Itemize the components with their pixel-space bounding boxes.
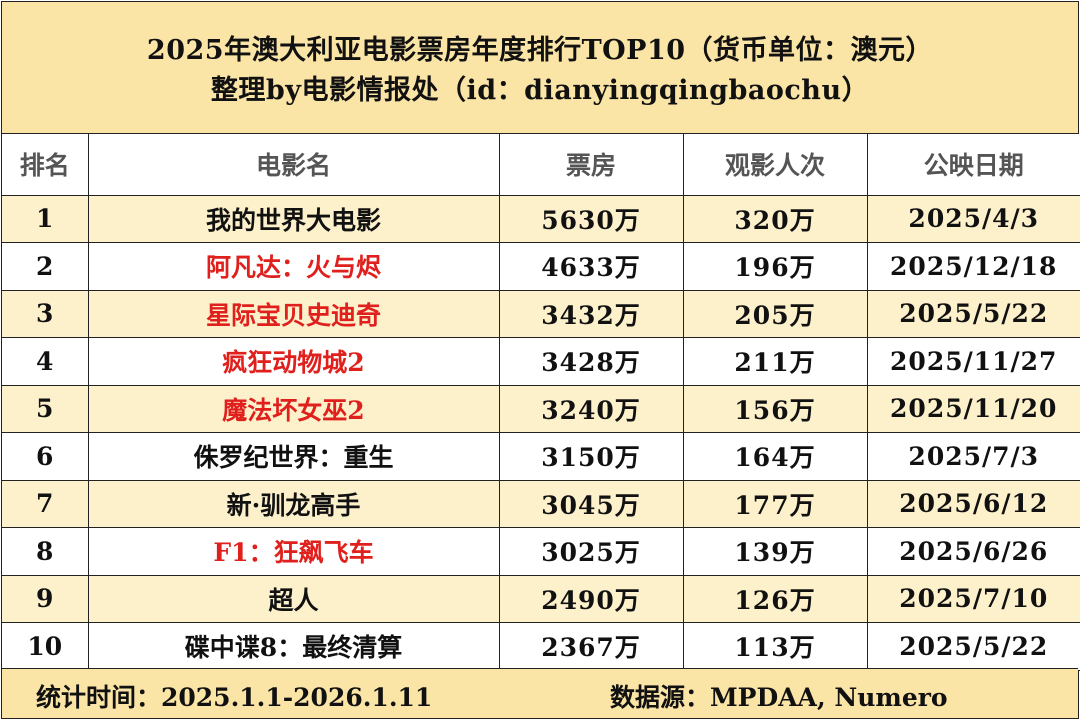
box-office-cell: 3432万 <box>498 289 684 338</box>
table-row: 8 F1：狂飙飞车 3025万 139万 2025/6/26 <box>2 527 1080 576</box>
table-row: 7 新·驯龙高手 3045万 177万 2025/6/12 <box>2 479 1080 528</box>
box-office-cell: 3045万 <box>498 479 684 528</box>
rank-cell: 7 <box>2 479 89 528</box>
release-date-cell: 2025/7/3 <box>866 432 1080 481</box>
title-cell: 侏罗纪世界：重生 <box>87 432 500 481</box>
title-cell: 新·驯龙高手 <box>87 479 500 528</box>
rank-cell: 2 <box>2 242 89 291</box>
admissions-cell: 211万 <box>682 337 868 386</box>
rank-cell: 4 <box>2 337 89 386</box>
admissions-cell: 164万 <box>682 432 868 481</box>
release-date-cell: 2025/7/10 <box>866 574 1080 623</box>
title-cell: 我的世界大电影 <box>87 194 500 243</box>
release-date-cell: 2025/5/22 <box>866 289 1080 338</box>
release-date-cell: 2025/6/26 <box>866 527 1080 576</box>
box-office-cell: 4633万 <box>498 242 684 291</box>
rank-cell: 1 <box>2 194 89 243</box>
admissions-cell: 126万 <box>682 574 868 623</box>
title-block: 2025年澳大利亚电影票房年度排行TOP10（货币单位：澳元） 整理by电影情报… <box>2 2 1078 134</box>
admissions-cell: 205万 <box>682 289 868 338</box>
header-box-office: 票房 <box>498 134 684 196</box>
table-header-row: 排名 电影名 票房 观影人次 公映日期 <box>2 134 1080 196</box>
title-cell: 碟中谍8：最终清算 <box>87 622 500 671</box>
box-office-cell: 2490万 <box>498 574 684 623</box>
release-date-cell: 2025/6/12 <box>866 479 1080 528</box>
box-office-cell: 2367万 <box>498 622 684 671</box>
title-cell: 星际宝贝史迪奇 <box>87 289 500 338</box>
box-office-cell: 3428万 <box>498 337 684 386</box>
rank-cell: 10 <box>2 622 89 671</box>
table-row: 4 疯狂动物城2 3428万 211万 2025/11/27 <box>2 337 1080 386</box>
table-row: 5 魔法坏女巫2 3240万 156万 2025/11/20 <box>2 384 1080 433</box>
page-subtitle: 整理by电影情报处（id：dianyingqingbaochu） <box>210 74 870 106</box>
stat-period: 统计时间：2025.1.1-2026.1.11 <box>36 683 433 712</box>
release-date-cell: 2025/11/20 <box>866 384 1080 433</box>
table-row: 9 超人 2490万 126万 2025/7/10 <box>2 574 1080 623</box>
admissions-cell: 320万 <box>682 194 868 243</box>
release-date-cell: 2025/5/22 <box>866 622 1080 671</box>
title-cell: F1：狂飙飞车 <box>87 527 500 576</box>
header-rank: 排名 <box>2 134 89 196</box>
title-cell: 阿凡达：火与烬 <box>87 242 500 291</box>
box-office-cell: 5630万 <box>498 194 684 243</box>
table-row: 6 侏罗纪世界：重生 3150万 164万 2025/7/3 <box>2 432 1080 481</box>
rank-cell: 5 <box>2 384 89 433</box>
header-title: 电影名 <box>87 134 500 196</box>
ranking-table: 排名 电影名 票房 观影人次 公映日期 1 我的世界大电影 5630万 320万 202… <box>2 134 1080 671</box>
page-title: 2025年澳大利亚电影票房年度排行TOP10（货币单位：澳元） <box>146 34 934 66</box>
table-row: 3 星际宝贝史迪奇 3432万 205万 2025/5/22 <box>2 289 1080 338</box>
rank-cell: 6 <box>2 432 89 481</box>
title-cell: 疯狂动物城2 <box>87 337 500 386</box>
rank-cell: 3 <box>2 289 89 338</box>
admissions-cell: 177万 <box>682 479 868 528</box>
header-admissions: 观影人次 <box>682 134 868 196</box>
header-release-date: 公映日期 <box>866 134 1080 196</box>
admissions-cell: 196万 <box>682 242 868 291</box>
box-office-cell: 3025万 <box>498 527 684 576</box>
admissions-cell: 156万 <box>682 384 868 433</box>
footer: 统计时间：2025.1.1-2026.1.11 数据源：MPDAA, Numer… <box>2 668 1078 718</box>
release-date-cell: 2025/4/3 <box>866 194 1080 243</box>
rank-cell: 9 <box>2 574 89 623</box>
title-cell: 超人 <box>87 574 500 623</box>
box-office-cell: 3150万 <box>498 432 684 481</box>
table-row: 2 阿凡达：火与烬 4633万 196万 2025/12/18 <box>2 242 1080 291</box>
admissions-cell: 113万 <box>682 622 868 671</box>
admissions-cell: 139万 <box>682 527 868 576</box>
table-row: 10 碟中谍8：最终清算 2367万 113万 2025/5/22 <box>2 622 1080 671</box>
table-row: 1 我的世界大电影 5630万 320万 2025/4/3 <box>2 194 1080 243</box>
title-cell: 魔法坏女巫2 <box>87 384 500 433</box>
release-date-cell: 2025/11/27 <box>866 337 1080 386</box>
box-office-cell: 3240万 <box>498 384 684 433</box>
data-source: 数据源：MPDAA, Numero <box>610 683 948 712</box>
release-date-cell: 2025/12/18 <box>866 242 1080 291</box>
rank-cell: 8 <box>2 527 89 576</box>
